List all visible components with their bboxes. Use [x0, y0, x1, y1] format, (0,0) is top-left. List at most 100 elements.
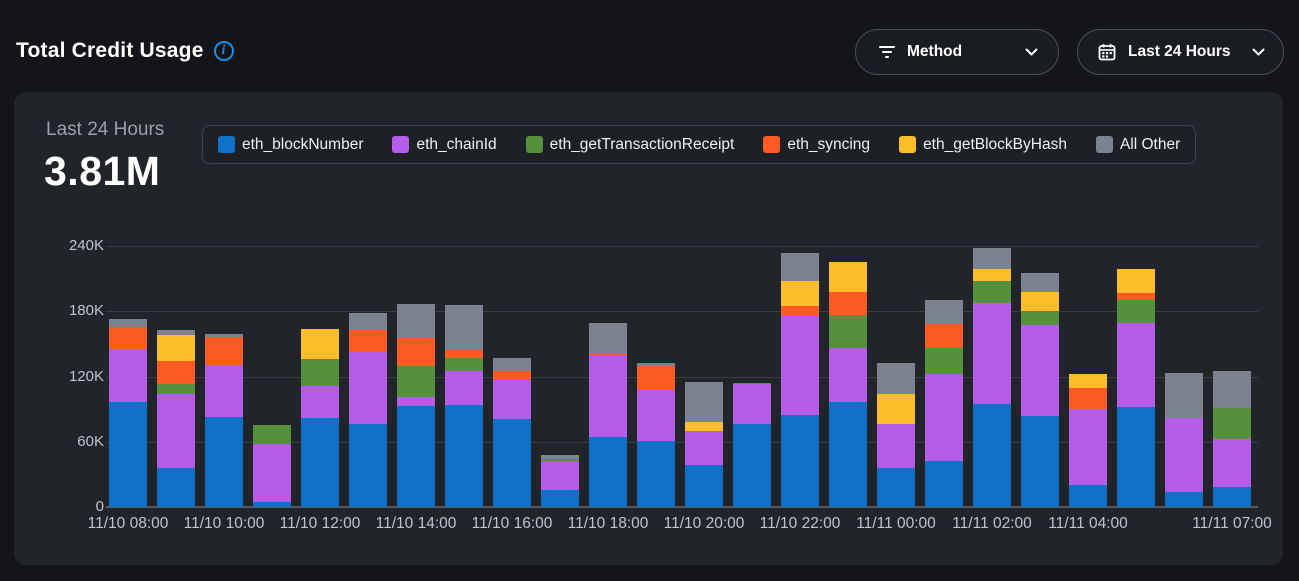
bar-11-10-21-00[interactable] — [733, 383, 771, 507]
y-axis-tick-label: 0 — [95, 498, 104, 515]
bar-segment-eth-syncing — [589, 352, 627, 355]
legend-item-eth-blocknumber[interactable]: eth_blockNumber — [218, 136, 363, 154]
legend-item-eth-getblockbyhash[interactable]: eth_getBlockByHash — [899, 136, 1067, 154]
x-axis-tick-label: 11/10 18:00 — [567, 515, 649, 532]
bar-segment-eth-syncing — [205, 337, 243, 365]
time-range-label: Last 24 Hours — [1128, 43, 1231, 60]
legend-item-eth-syncing[interactable]: eth_syncing — [763, 136, 870, 154]
bar-11-11-03-00[interactable] — [1021, 273, 1059, 507]
bar-11-10-11-00[interactable] — [253, 425, 291, 507]
y-axis-tick-label: 240K — [68, 237, 104, 254]
method-filter-label: Method — [907, 43, 963, 60]
bar-segment-eth-blocknumber — [637, 440, 675, 507]
method-filter-dropdown[interactable]: Method — [855, 29, 1059, 75]
legend-swatch — [218, 136, 235, 153]
x-axis: 11/10 08:00 11/10 10:00 11/10 12:00 11/10 1… — [88, 515, 1272, 539]
legend-item-eth-chainid[interactable]: eth_chainId — [392, 135, 497, 154]
bar-segment-eth-blocknumber — [829, 401, 867, 507]
bar-11-10-17-00[interactable] — [541, 454, 579, 507]
legend-item-eth-gettransactionreceipt[interactable]: eth_getTransactionReceipt — [525, 136, 734, 154]
bar-segment-eth-syncing — [925, 324, 963, 349]
gridline — [106, 246, 1258, 247]
bar-segment-eth-chainid — [493, 379, 531, 419]
bar-11-11-05-00[interactable] — [1117, 268, 1155, 507]
bar-segment-eth-getblockbyhash — [781, 280, 819, 306]
bar-11-11-06-00[interactable] — [1165, 373, 1203, 507]
legend-swatch — [899, 136, 917, 153]
total-value: 3.81M — [44, 148, 161, 194]
bar-segment-eth-blocknumber — [685, 464, 723, 507]
bar-segment-all-other — [445, 304, 483, 351]
legend-label: All Other — [1119, 135, 1181, 153]
chevron-down-icon — [1252, 48, 1265, 56]
bar-segment-eth-chainid — [541, 461, 579, 490]
bar-segment-eth-blocknumber — [589, 437, 627, 507]
bar-segment-all-other — [1165, 373, 1203, 418]
bar-segment-eth-syncing — [157, 361, 195, 385]
bar-11-10-19-00[interactable] — [637, 363, 675, 507]
legend-label: eth_syncing — [787, 135, 871, 153]
gridline — [106, 441, 1258, 443]
bar-segment-eth-chainid — [349, 351, 387, 425]
bar-segment-eth-syncing — [493, 371, 531, 380]
info-icon[interactable]: i — [213, 41, 234, 61]
bar-segment-eth-getblockbyhash — [973, 268, 1011, 281]
y-axis: 0 60K 120K 180K 240K — [22, 237, 104, 515]
bar-11-10-09-00[interactable] — [157, 329, 195, 507]
bar-segment-eth-blocknumber — [1021, 415, 1059, 507]
x-axis-tick-label: 11/10 08:00 — [87, 515, 169, 532]
y-axis-tick-label: 60K — [77, 432, 104, 450]
bar-segment-eth-chainid — [637, 389, 675, 441]
bar-segment-eth-chainid — [1117, 323, 1155, 407]
page-title: Total Credit Usage i — [16, 39, 234, 63]
bar-segment-all-other — [493, 358, 531, 372]
bar-11-10-12-00[interactable] — [301, 328, 339, 507]
bar-segment-eth-gettransactionreceipt — [733, 383, 771, 385]
bar-segment-eth-blocknumber — [157, 467, 195, 507]
bar-11-10-23-00[interactable] — [829, 262, 867, 507]
bar-segment-eth-blocknumber — [1069, 485, 1107, 507]
bar-segment-all-other — [637, 363, 675, 366]
bar-segment-all-other — [589, 323, 627, 353]
bar-11-11-07-00[interactable] — [1213, 371, 1251, 507]
bar-11-10-15-00[interactable] — [445, 304, 483, 507]
time-range-dropdown[interactable]: Last 24 Hours — [1077, 29, 1284, 75]
bar-segment-eth-syncing — [109, 326, 147, 350]
bar-segment-eth-gettransactionreceipt — [397, 365, 435, 398]
bar-11-10-14-00[interactable] — [397, 303, 435, 507]
bar-segment-eth-chainid — [781, 315, 819, 415]
x-axis-tick-label: 11/10 16:00 — [471, 515, 553, 532]
bar-11-11-00-00[interactable] — [877, 363, 915, 507]
bar-11-10-22-00[interactable] — [781, 252, 819, 507]
bar-11-10-20-00[interactable] — [685, 381, 723, 507]
bar-segment-all-other — [1213, 371, 1251, 409]
legend-label: eth_chainId — [416, 135, 497, 153]
bar-11-10-18-00[interactable] — [589, 323, 627, 507]
legend-item-all-other[interactable]: All Other — [1095, 135, 1181, 154]
chart-legend: eth_blockNumber eth_chainId eth_getTransac… — [202, 125, 1197, 164]
legend-swatch — [392, 136, 410, 153]
bar-segment-all-other — [205, 334, 243, 338]
y-axis-tick-label: 180K — [68, 302, 104, 320]
bar-segment-eth-chainid — [973, 302, 1011, 404]
bar-segment-eth-chainid — [397, 397, 435, 406]
bar-segment-eth-gettransactionreceipt — [1117, 300, 1155, 324]
bar-segment-eth-blocknumber — [1213, 487, 1251, 507]
legend-label: eth_getBlockByHash — [923, 135, 1067, 153]
bar-segment-eth-chainid — [925, 374, 963, 462]
y-axis-tick-label: 120K — [68, 367, 104, 385]
bar-segment-eth-syncing — [397, 338, 435, 366]
plot-area — [106, 246, 1258, 508]
bar-11-11-01-00[interactable] — [925, 300, 963, 507]
bar-11-10-08-00[interactable] — [109, 318, 147, 507]
bar-segment-eth-gettransactionreceipt — [829, 314, 867, 349]
bar-11-10-13-00[interactable] — [349, 313, 387, 507]
bar-segment-all-other — [349, 313, 387, 330]
bar-segment-eth-chainid — [205, 364, 243, 417]
bar-segment-eth-syncing — [781, 305, 819, 316]
bar-segment-eth-getblockbyhash — [1117, 268, 1155, 293]
bar-11-10-10-00[interactable] — [205, 334, 243, 507]
bar-11-10-16-00[interactable] — [493, 358, 531, 507]
bar-11-11-04-00[interactable] — [1069, 374, 1107, 507]
bar-11-11-02-00[interactable] — [973, 248, 1011, 507]
